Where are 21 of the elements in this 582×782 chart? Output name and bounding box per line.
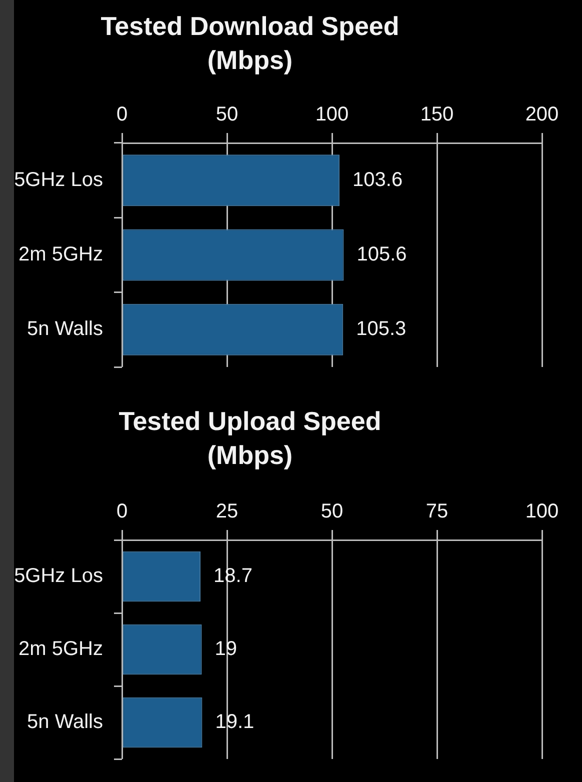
y-tick-label: 5GHz Los <box>14 168 103 191</box>
data-label: 105.3 <box>356 318 406 340</box>
chart-title: Tested Download Speed (Mbps) <box>100 10 400 77</box>
x-tick-label: 50 <box>216 104 238 126</box>
x-tick-label: 150 <box>420 104 454 126</box>
data-label: 103.6 <box>352 168 403 191</box>
x-tick-label: 50 <box>320 500 344 523</box>
y-tick-label: 2m 5GHz <box>18 244 103 266</box>
x-tick-label: 100 <box>525 500 559 523</box>
x-tick-label: 100 <box>315 104 349 126</box>
x-tick-label: 75 <box>426 500 448 523</box>
x-tick-label: 200 <box>525 104 559 126</box>
y-tick-label: 5n Walls <box>27 318 103 340</box>
y-tick-label: 5GHz Los <box>14 565 103 588</box>
data-label: 105.6 <box>356 244 407 266</box>
chart-title: Tested Upload Speed (Mbps) <box>118 405 382 472</box>
y-tick-label: 2m 5GHz <box>18 638 103 660</box>
x-tick-label: 25 <box>216 500 238 523</box>
x-tick-label: 0 <box>116 500 128 523</box>
x-tick-label: 0 <box>116 104 128 126</box>
y-tick-label: 5n Walls <box>27 711 103 734</box>
